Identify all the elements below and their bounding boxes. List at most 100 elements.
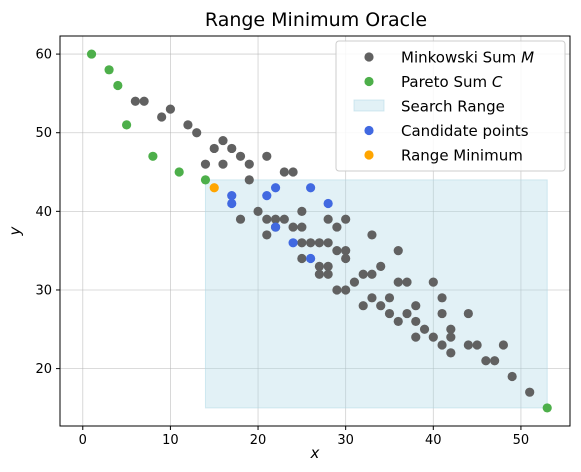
data-point	[262, 151, 272, 161]
y-tick-label: 60	[35, 48, 52, 63]
data-point	[393, 316, 403, 327]
data-point	[376, 301, 386, 311]
data-point	[227, 198, 237, 209]
legend-label-text: Pareto Sum	[401, 73, 492, 91]
legend-marker	[364, 125, 374, 136]
data-point	[262, 230, 272, 240]
x-tick-label: 10	[162, 433, 179, 448]
data-point	[121, 120, 132, 130]
data-point	[165, 104, 176, 114]
x-axis-label: x	[310, 444, 320, 462]
data-point	[376, 261, 386, 271]
data-point	[244, 175, 254, 185]
data-point	[209, 183, 219, 193]
data-point	[411, 301, 421, 311]
data-point	[332, 285, 342, 295]
data-point	[183, 120, 193, 130]
data-point	[384, 308, 395, 319]
data-point	[393, 277, 403, 287]
data-point	[507, 371, 517, 382]
data-point	[306, 183, 316, 193]
data-point	[341, 285, 351, 295]
data-point	[235, 214, 246, 224]
data-point	[270, 214, 281, 224]
data-point	[297, 253, 307, 264]
data-point	[341, 214, 351, 224]
data-point	[384, 293, 395, 303]
series-candidate-points	[227, 183, 333, 264]
legend-patch	[353, 99, 385, 112]
data-point	[323, 269, 333, 279]
data-point	[428, 332, 438, 342]
data-point	[130, 96, 140, 106]
data-point	[306, 238, 316, 248]
legend-label-math: C	[492, 73, 503, 91]
data-point	[209, 143, 219, 154]
data-point	[288, 167, 298, 177]
data-point	[139, 96, 149, 106]
legend-box	[335, 40, 566, 172]
data-point	[262, 191, 272, 201]
legend-label: Candidate points	[401, 122, 529, 140]
data-point	[349, 277, 360, 287]
data-point	[200, 159, 211, 169]
legend-marker	[364, 76, 374, 87]
data-point	[244, 159, 254, 169]
y-axis-label: y	[6, 225, 24, 236]
axis-ticks: 0 10 20 30 40 50 20 30 40 50 60	[35, 48, 529, 448]
data-point	[314, 238, 324, 248]
data-point	[297, 222, 307, 232]
data-point	[437, 340, 447, 350]
data-point	[270, 183, 281, 193]
y-tick-label: 20	[35, 362, 52, 377]
data-point	[306, 253, 316, 264]
data-point	[341, 246, 351, 256]
legend-label-text: Minkowski Sum	[401, 49, 521, 67]
y-tick-label: 30	[35, 283, 52, 298]
data-point	[428, 277, 438, 287]
data-point	[463, 340, 473, 350]
data-point	[402, 308, 412, 319]
data-point	[148, 151, 158, 161]
data-point	[227, 191, 237, 201]
x-tick-label: 30	[337, 433, 354, 448]
data-point	[498, 340, 509, 350]
data-point	[157, 112, 167, 122]
x-tick-label: 0	[79, 433, 87, 448]
data-point	[174, 167, 184, 177]
data-point	[218, 159, 228, 169]
data-point	[367, 230, 377, 240]
data-point	[323, 261, 333, 271]
data-point	[419, 324, 430, 334]
data-point	[235, 151, 246, 161]
data-point	[192, 128, 202, 138]
data-point	[367, 269, 377, 279]
y-tick-label: 50	[35, 126, 52, 141]
data-point	[218, 135, 228, 146]
data-point	[86, 49, 97, 59]
x-tick-label: 50	[513, 433, 530, 448]
data-point	[288, 238, 298, 248]
data-point	[341, 253, 351, 264]
data-point	[113, 80, 123, 91]
data-point	[542, 403, 552, 413]
series-pareto-sum-c	[86, 49, 552, 413]
y-tick-label: 40	[35, 205, 52, 220]
data-point	[411, 316, 421, 327]
data-point	[446, 324, 456, 334]
data-point	[279, 214, 289, 224]
data-point	[323, 238, 333, 248]
data-point	[253, 206, 263, 216]
data-point	[472, 340, 482, 350]
data-point	[332, 222, 342, 232]
data-point	[411, 332, 421, 342]
data-point	[446, 332, 456, 342]
legend-label-text: Candidate points	[401, 122, 529, 140]
legend-label: Minkowski Sum M	[401, 49, 534, 67]
data-point	[297, 238, 307, 248]
data-point	[262, 214, 272, 224]
series-range-minimum	[209, 183, 219, 193]
data-point	[358, 269, 368, 279]
x-tick-label: 20	[250, 433, 267, 448]
